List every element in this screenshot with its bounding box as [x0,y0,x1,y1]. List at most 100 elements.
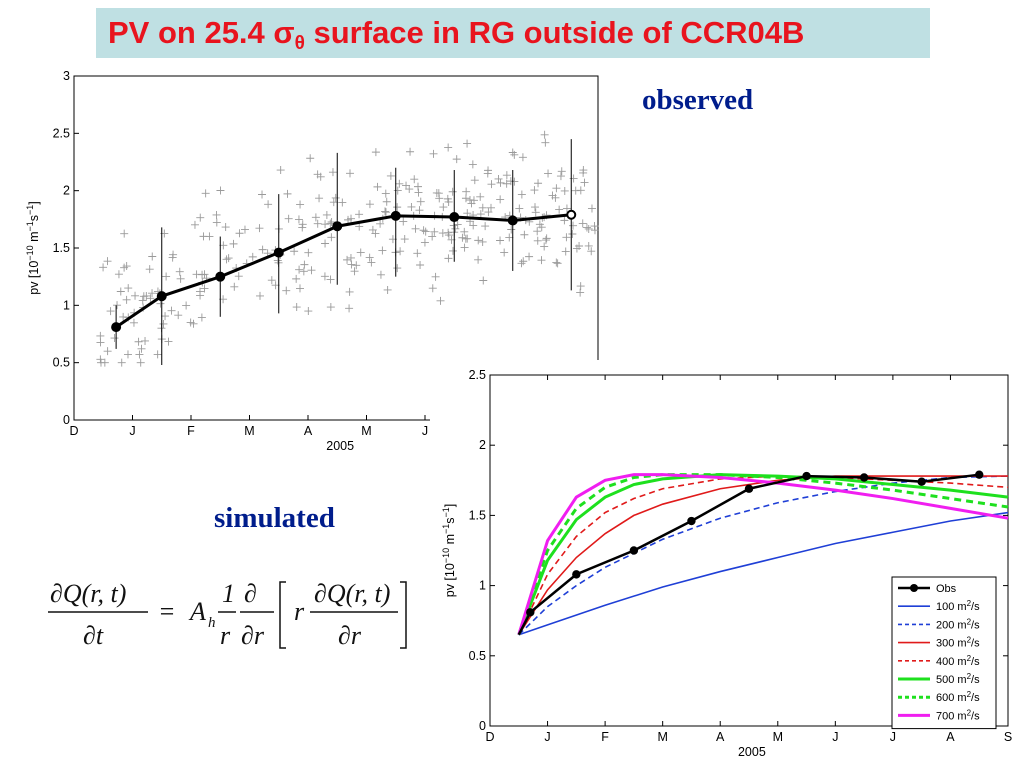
scatter-point [159,319,168,328]
mean-marker [111,322,122,333]
scatter-point [273,256,282,265]
scatter-point [405,185,414,194]
y-tick-label: 0.5 [469,649,486,663]
x-tick-label: M [773,730,783,744]
scatter-point [120,263,129,272]
scatter-point [256,291,265,300]
scatter-point [186,318,195,327]
scatter-point [460,243,469,252]
scatter-point [212,218,221,227]
scatter-point [146,294,155,303]
scatter-point [416,261,425,270]
mean-marker [566,209,577,220]
scatter-point [284,214,293,223]
scatter-point [134,337,143,346]
scatter-point [484,208,493,217]
y-tick-label: 1.5 [53,241,70,255]
scatter-point [542,234,551,243]
scatter-point [321,220,330,229]
scatter-point [552,184,561,193]
scatter-point [136,358,145,367]
scatter-point [248,252,257,261]
scatter-point [413,182,422,191]
scatter-point [439,203,448,212]
scatter-point [444,254,453,263]
scatter-point [420,238,429,247]
scatter-point [311,213,320,222]
scatter-point [534,179,543,188]
scatter-point [444,143,453,152]
obs-line [517,473,980,636]
scatter-point [234,272,243,281]
scatter-point [307,266,316,275]
scatter-point [474,255,483,264]
scatter-point [382,197,391,206]
scatter-point [587,247,596,256]
scatter-point [174,311,183,320]
scatter-point [393,186,402,195]
scatter-point [515,204,524,213]
scatter-point [290,247,299,256]
scatter-point [255,224,264,233]
y-tick-label: 0 [63,413,70,427]
scatter-point [264,200,273,209]
scatter-point [436,296,445,305]
legend-label: 400 m2/s [936,654,980,668]
scatter-point [229,239,238,248]
svg-text:∂Q(r, t): ∂Q(r, t) [314,579,390,608]
scatter-point [114,270,123,279]
scatter-point [103,257,112,266]
scatter-point [116,287,125,296]
title-rest: surface in RG outside of CCR04B [304,15,805,50]
slide-title: PV on 25.4 σθ surface in RG outside of C… [108,13,804,64]
obs-marker [687,516,696,526]
scatter-point [328,168,337,177]
scatter-point [139,292,148,301]
legend-label: Obs [936,583,957,595]
scatter-point [430,227,439,236]
y-tick-label: 2.5 [53,126,70,140]
scatter-point [131,291,140,300]
scatter-point [365,200,374,209]
scatter-point [167,306,176,315]
scatter-point [299,267,308,276]
scatter-point [196,213,205,222]
scatter-point [540,130,549,139]
scatter-point [487,180,496,189]
scatter-point [346,253,355,262]
series-line [517,473,1009,636]
scatter-point [508,148,517,157]
scatter-point [103,347,112,356]
scatter-point [448,187,457,196]
scatter-point [413,249,422,258]
scatter-point [452,155,461,164]
obs-marker [802,471,811,481]
scatter-point [258,245,267,254]
scatter-point [416,197,425,206]
scatter-point [222,255,231,264]
svg-text:A: A [188,597,206,626]
scatter-point [135,350,144,359]
scatter-point [579,168,588,177]
scatter-point [378,246,387,255]
scatter-point [355,222,364,231]
scatter-point [481,222,490,231]
scatter-point [483,169,492,178]
x-tick-label: J [422,424,428,438]
x-tick-label: D [485,730,494,744]
scatter-point [531,208,540,217]
y-tick-label: 3 [63,69,70,83]
scatter-point [338,198,347,207]
title-banner [96,8,930,58]
scatter-point [562,233,571,242]
scatter-point [373,182,382,191]
scatter-point [496,178,505,187]
y-tick-label: 1 [479,579,486,593]
scatter-point [356,248,365,257]
x-tick-label: M [657,730,667,744]
scatter-point [110,334,119,343]
scatter-point [381,208,390,217]
scatter-point [276,166,285,175]
scatter-point [582,223,591,232]
scatter-point [345,304,354,313]
